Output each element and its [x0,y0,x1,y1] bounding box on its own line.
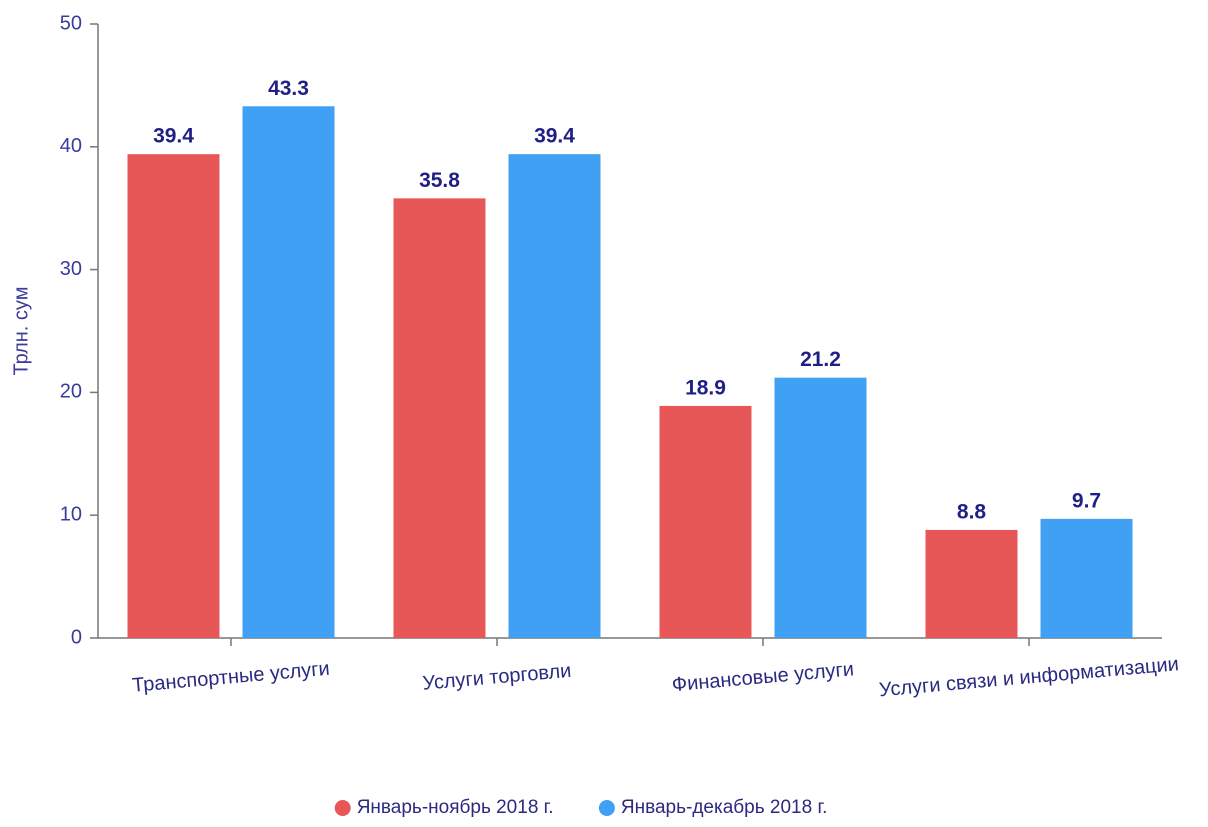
x-tick-label: Услуги торговли [422,660,573,695]
data-label: 18.9 [685,376,726,399]
y-tick-label: 50 [60,12,82,34]
data-label: 8.8 [957,500,987,523]
bar [393,198,486,638]
x-tick-label: Финансовые услуги [671,658,855,696]
bar [508,154,601,638]
data-label: 9.7 [1072,489,1101,512]
y-tick-label: 10 [60,503,82,525]
y-tick-label: 40 [60,135,82,157]
data-label: 35.8 [419,169,460,192]
data-label: 43.3 [268,77,309,100]
bar [242,106,335,638]
x-tick-label: Услуги связи и информатизации [878,653,1179,701]
bar [127,154,220,638]
y-axis-label: Трлн. сум [10,287,32,376]
y-tick-label: 20 [60,381,82,403]
bar [659,405,752,638]
bar [774,377,867,638]
legend-label: Январь-декабрь 2018 г. [621,797,827,818]
data-label: 39.4 [534,125,575,148]
bar [1040,518,1133,638]
y-tick-label: 30 [60,258,82,280]
bar [925,529,1018,638]
legend-marker [598,800,615,816]
data-label: 39.4 [153,125,194,148]
data-label: 21.2 [800,348,841,371]
legend-label: Январь-ноябрь 2018 г. [357,797,554,818]
y-tick-label: 0 [71,626,82,648]
legend-marker [334,800,351,816]
x-tick-label: Транспортные услуги [131,658,330,697]
